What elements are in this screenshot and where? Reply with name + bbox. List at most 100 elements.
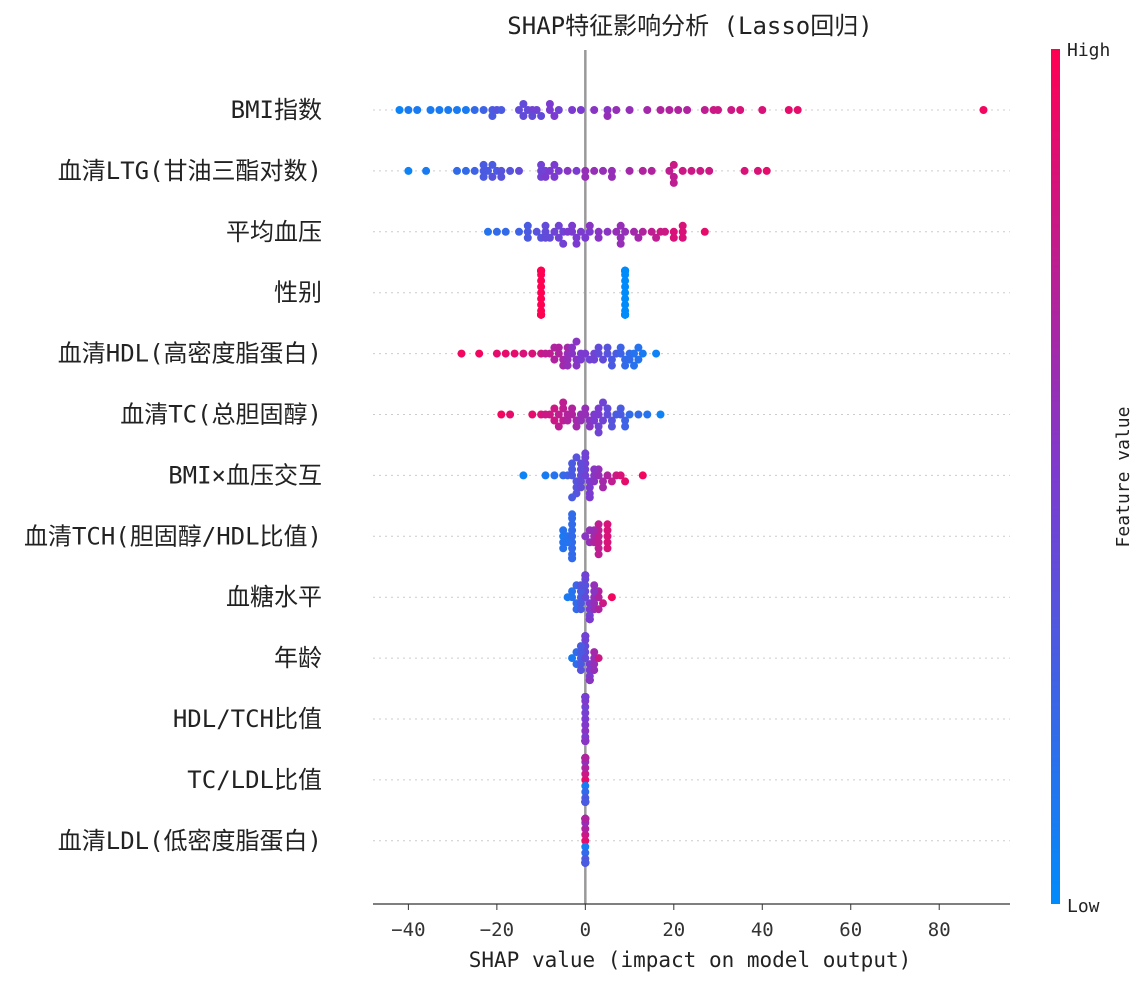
shap-point: [453, 166, 461, 175]
shap-point: [669, 172, 678, 181]
shap-point: [541, 227, 550, 236]
shap-point: [572, 166, 581, 175]
shap-point: [594, 227, 603, 236]
shap-point: [563, 227, 572, 236]
shap-point: [594, 532, 603, 541]
shap-point: [576, 355, 585, 364]
shap-point: [568, 349, 577, 358]
shap-point: [581, 172, 590, 181]
shap-point: [479, 106, 488, 114]
shap-point: [576, 106, 585, 114]
shap-point: [594, 520, 603, 529]
shap-point: [497, 106, 506, 114]
shap-point: [581, 709, 590, 717]
shap-point: [576, 416, 585, 425]
shap-point: [572, 233, 581, 242]
shap-point: [537, 282, 546, 291]
shap-point: [568, 343, 577, 352]
shap-point: [568, 106, 577, 114]
shap-point: [594, 428, 603, 437]
shap-point: [576, 465, 585, 474]
shap-point: [488, 160, 497, 169]
shap-point: [581, 715, 590, 723]
shap-point: [665, 166, 674, 175]
shap-point: [607, 172, 616, 181]
colorbar-low-label: Low: [1067, 896, 1100, 917]
shap-point: [519, 349, 528, 358]
shap-point: [599, 355, 607, 364]
shap-point: [492, 227, 501, 236]
shap-point: [568, 532, 577, 541]
shap-point: [603, 471, 612, 480]
shap-point: [590, 106, 599, 114]
shap-point: [581, 830, 590, 839]
shap-point: [576, 477, 585, 486]
shap-point: [696, 166, 705, 175]
shap-point: [603, 544, 612, 553]
shap-point: [616, 343, 625, 352]
shap-point: [576, 648, 585, 657]
shap-point: [621, 477, 630, 486]
shap-point: [979, 106, 988, 114]
shap-point: [545, 100, 554, 108]
feature-label: 血清LTG(甘油三酯对数): [58, 157, 322, 185]
x-axis-ticks: −40 −20 0 20 40 60 80: [391, 904, 951, 941]
shap-point: [541, 471, 550, 480]
colorbar-title: Feature value: [1113, 407, 1134, 548]
shap-point: [550, 404, 559, 413]
shap-point: [652, 233, 661, 242]
shap-point: [554, 106, 563, 114]
shap-point: [665, 106, 674, 114]
shap-point: [532, 227, 541, 236]
shap-point: [581, 166, 590, 175]
shap-point: [594, 654, 603, 663]
shap-point: [576, 587, 585, 596]
shap-point: [581, 449, 590, 458]
shap-point: [603, 526, 612, 535]
shap-point: [727, 106, 736, 114]
shap-point: [793, 106, 802, 114]
shap-point: [607, 361, 616, 370]
shap-point: [497, 166, 506, 175]
shap-point: [550, 343, 559, 352]
shap-point: [621, 282, 630, 291]
shap-point: [581, 593, 590, 602]
chart-title: SHAP特征影响分析 (Lasso回归): [507, 12, 872, 40]
shap-point: [479, 172, 488, 181]
shap-point: [594, 550, 603, 559]
feature-label: 血清LDL(低密度脂蛋白): [58, 827, 322, 855]
shap-point: [581, 410, 590, 419]
shap-point: [537, 266, 546, 275]
shap-point: [603, 349, 612, 358]
shap-point: [576, 459, 585, 468]
shap-point: [621, 288, 630, 297]
shap-point: [607, 355, 616, 364]
shap-point: [594, 538, 603, 547]
shap-point: [497, 410, 506, 419]
shap-point: [581, 787, 590, 796]
shap-point: [647, 227, 656, 236]
shap-point: [550, 112, 559, 120]
shap-point: [740, 166, 749, 175]
shap-point: [523, 221, 532, 230]
shap-point: [612, 106, 621, 114]
shap-point: [581, 814, 590, 823]
shap-point: [488, 172, 497, 181]
shap-points: [395, 100, 988, 867]
shap-point: [625, 410, 634, 419]
shap-point: [594, 410, 603, 419]
shap-point: [537, 112, 546, 120]
shap-point: [523, 233, 532, 242]
shap-point: [599, 398, 607, 407]
shap-point: [475, 349, 484, 358]
shap-point: [683, 106, 692, 114]
shap-point: [568, 526, 577, 535]
shap-point: [545, 106, 554, 114]
shap-point: [669, 178, 678, 187]
shap-point: [576, 483, 585, 492]
shap-point: [594, 343, 603, 352]
shap-point: [678, 221, 687, 230]
shap-point: [656, 410, 665, 419]
shap-point: [523, 227, 532, 236]
